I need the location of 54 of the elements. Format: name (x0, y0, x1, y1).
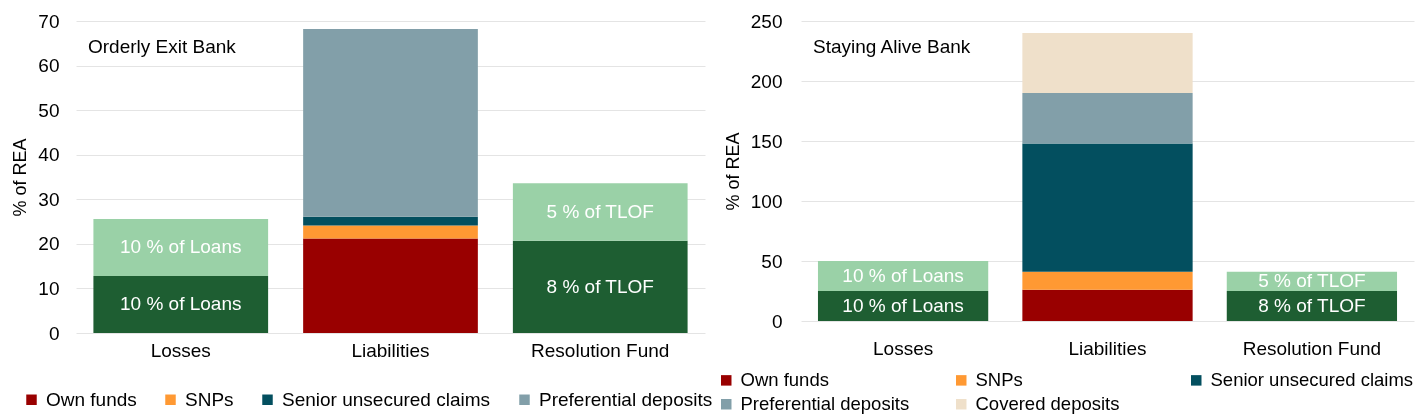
bar (1022, 271, 1193, 290)
y-tick-label: 100 (750, 190, 783, 212)
y-tick-label: 40 (38, 144, 60, 166)
x-tick-label: Liabilities (351, 339, 430, 361)
legend-label: Senior unsecured claims (1210, 369, 1414, 391)
x-tick-label: Losses (873, 337, 934, 359)
legend-label: Own funds (740, 369, 829, 391)
legend-label: Senior unsecured claims (282, 388, 491, 410)
y-tick-label: 150 (750, 130, 783, 152)
annotation: 10 % of Loans (842, 265, 964, 286)
bar (303, 225, 478, 239)
bar (303, 29, 478, 217)
annotation: 8 % of TLOF (1258, 295, 1366, 316)
y-tick-label: 10 (38, 277, 60, 299)
bar (1022, 93, 1193, 144)
bar (93, 218, 269, 276)
legend-label: Preferential deposits (539, 388, 713, 410)
x-tick-label: Liabilities (1068, 337, 1147, 359)
y-axis-title: % of REA (722, 132, 743, 211)
bar (93, 275, 269, 333)
annotation: 10 % of Loans (842, 295, 964, 316)
annotation: 10 % of Loans (120, 293, 242, 315)
y-tick-label: 60 (38, 55, 60, 77)
x-tick-label: Resolution Fund (1242, 337, 1382, 359)
bar (1022, 33, 1193, 93)
y-tick-label: 20 (38, 233, 60, 255)
bar (303, 216, 478, 226)
annotation: Staying Alive Bank (813, 36, 971, 57)
annotation: 5 % of TLOF (1258, 270, 1366, 292)
annotation: 10 % of Loans (120, 236, 242, 258)
legend-label: Preferential deposits (740, 393, 910, 414)
x-tick-label: Losses (150, 339, 211, 361)
y-tick-label: 0 (48, 322, 60, 344)
bar (303, 238, 478, 333)
y-tick-label: 0 (771, 310, 783, 332)
bar (1022, 289, 1193, 321)
legend-label: SNPs (185, 388, 234, 410)
bar (512, 240, 688, 333)
legend-label: Own funds (46, 388, 137, 410)
y-axis-title: % of REA (10, 138, 31, 217)
bar (512, 183, 688, 241)
y-tick-label: 30 (38, 188, 60, 210)
y-tick-label: 50 (38, 99, 60, 121)
annotation: 5 % of TLOF (546, 200, 654, 222)
y-tick-label: 70 (38, 10, 60, 32)
annotation: 8 % of TLOF (546, 275, 654, 297)
legend-label: Covered deposits (975, 393, 1120, 414)
legend-label: SNPs (975, 369, 1023, 391)
y-tick-label: 250 (750, 10, 783, 32)
bar (1022, 143, 1193, 272)
annotation: Orderly Exit Bank (88, 36, 237, 57)
x-tick-label: Resolution Fund (531, 339, 670, 361)
y-tick-label: 50 (761, 250, 783, 272)
y-tick-label: 200 (750, 70, 783, 92)
